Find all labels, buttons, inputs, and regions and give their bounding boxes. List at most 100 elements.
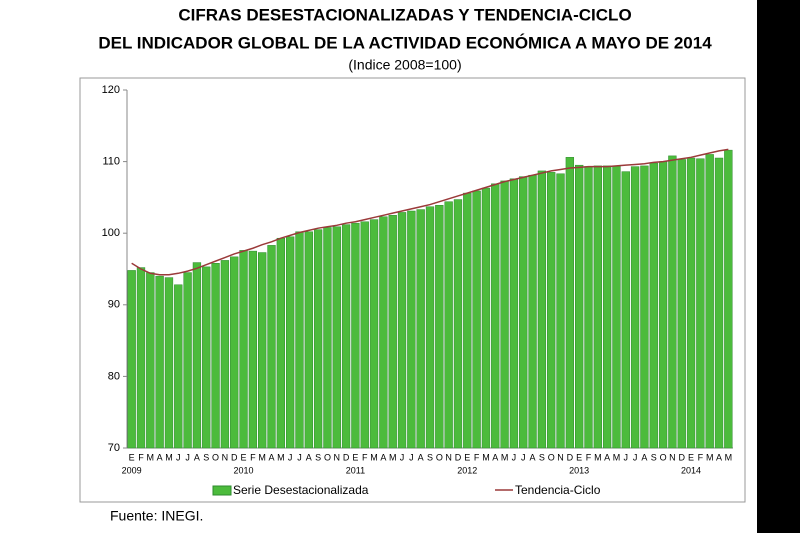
- x-tick-label: D: [455, 452, 462, 462]
- bar: [658, 161, 668, 449]
- x-tick-label: O: [212, 452, 219, 462]
- bar: [313, 229, 323, 449]
- y-tick-label: 120: [102, 84, 120, 96]
- x-tick-label: M: [594, 452, 602, 462]
- bar: [192, 262, 202, 449]
- x-tick-label: M: [370, 452, 378, 462]
- bar: [509, 178, 519, 449]
- bar: [547, 172, 556, 449]
- x-tick-label: N: [669, 452, 676, 462]
- x-tick-label: E: [241, 452, 247, 462]
- bar: [248, 250, 258, 449]
- bar: [155, 275, 164, 449]
- x-tick-label: A: [418, 452, 424, 462]
- x-tick-label: F: [250, 452, 256, 462]
- bar: [369, 219, 379, 449]
- x-tick-label: A: [641, 452, 647, 462]
- bar: [388, 215, 397, 449]
- legend-swatch: [212, 485, 232, 496]
- x-tick-label: N: [445, 452, 452, 462]
- x-tick-label: E: [129, 452, 135, 462]
- bar: [425, 206, 435, 449]
- bar: [304, 231, 313, 449]
- bar: [239, 250, 248, 449]
- x-tick-label: O: [436, 452, 443, 462]
- x-tick-label: J: [176, 452, 181, 462]
- bar: [146, 272, 155, 449]
- x-tick-label: F: [362, 452, 368, 462]
- x-tick-label: D: [567, 452, 574, 462]
- x-tick-label: S: [651, 452, 657, 462]
- x-tick-label: M: [725, 452, 733, 462]
- bar: [519, 176, 528, 449]
- bar: [668, 155, 677, 449]
- x-tick-label: A: [268, 452, 274, 462]
- bar: [285, 236, 295, 449]
- x-tick-label: A: [380, 452, 386, 462]
- x-tick-label: N: [222, 452, 229, 462]
- x-tick-label: F: [586, 452, 592, 462]
- bar: [677, 159, 686, 449]
- legend-label: Tendencia-Ciclo: [515, 483, 601, 497]
- bar: [630, 166, 640, 449]
- x-tick-label: A: [194, 452, 200, 462]
- x-tick-label: S: [539, 452, 545, 462]
- legend-label: Serie Desestacionalizada: [233, 483, 369, 497]
- bar: [602, 165, 612, 449]
- bar: [621, 171, 630, 449]
- bar: [612, 165, 621, 449]
- year-label: 2009: [122, 465, 142, 475]
- x-tick-label: O: [660, 452, 667, 462]
- bar: [537, 170, 547, 449]
- x-tick-label: N: [557, 452, 564, 462]
- edge-strip: [757, 0, 800, 533]
- x-tick-label: A: [530, 452, 536, 462]
- x-tick-label: D: [678, 452, 685, 462]
- bar: [686, 157, 696, 449]
- y-tick-label: 70: [108, 442, 120, 454]
- x-tick-label: E: [576, 452, 582, 462]
- bar: [416, 209, 425, 449]
- x-tick-label: F: [474, 452, 480, 462]
- bar: [332, 226, 341, 449]
- year-label: 2010: [234, 465, 254, 475]
- y-tick-label: 80: [108, 370, 120, 382]
- bar: [323, 227, 332, 449]
- year-label: 2013: [569, 465, 589, 475]
- trend-line: [131, 148, 729, 276]
- bar: [491, 183, 500, 449]
- x-tick-label: M: [389, 452, 397, 462]
- bar: [341, 224, 351, 449]
- x-tick-label: J: [185, 452, 190, 462]
- bar: [267, 245, 276, 449]
- x-tick-label: E: [352, 452, 358, 462]
- bar: [584, 166, 593, 449]
- bar: [183, 272, 192, 449]
- y-tick-label: 90: [108, 299, 120, 311]
- x-tick-label: J: [409, 452, 414, 462]
- bar: [705, 154, 714, 449]
- bar: [220, 260, 230, 449]
- x-tick-label: M: [258, 452, 266, 462]
- bar: [360, 221, 369, 449]
- year-label: 2014: [681, 465, 701, 475]
- x-tick-label: E: [688, 452, 694, 462]
- x-tick-label: N: [334, 452, 341, 462]
- bar: [696, 158, 705, 449]
- bar: [649, 162, 658, 449]
- chart-frame: [79, 77, 746, 503]
- x-tick-label: O: [548, 452, 555, 462]
- bar: [397, 212, 407, 449]
- x-tick-label: O: [324, 452, 331, 462]
- x-tick-label: J: [624, 452, 629, 462]
- bar: [164, 277, 174, 449]
- bar: [481, 187, 491, 449]
- x-tick-label: M: [501, 452, 509, 462]
- bar: [565, 157, 575, 449]
- bar: [444, 201, 453, 449]
- bar: [556, 173, 565, 449]
- x-tick-label: J: [633, 452, 638, 462]
- bar: [295, 231, 304, 449]
- bar: [351, 222, 360, 449]
